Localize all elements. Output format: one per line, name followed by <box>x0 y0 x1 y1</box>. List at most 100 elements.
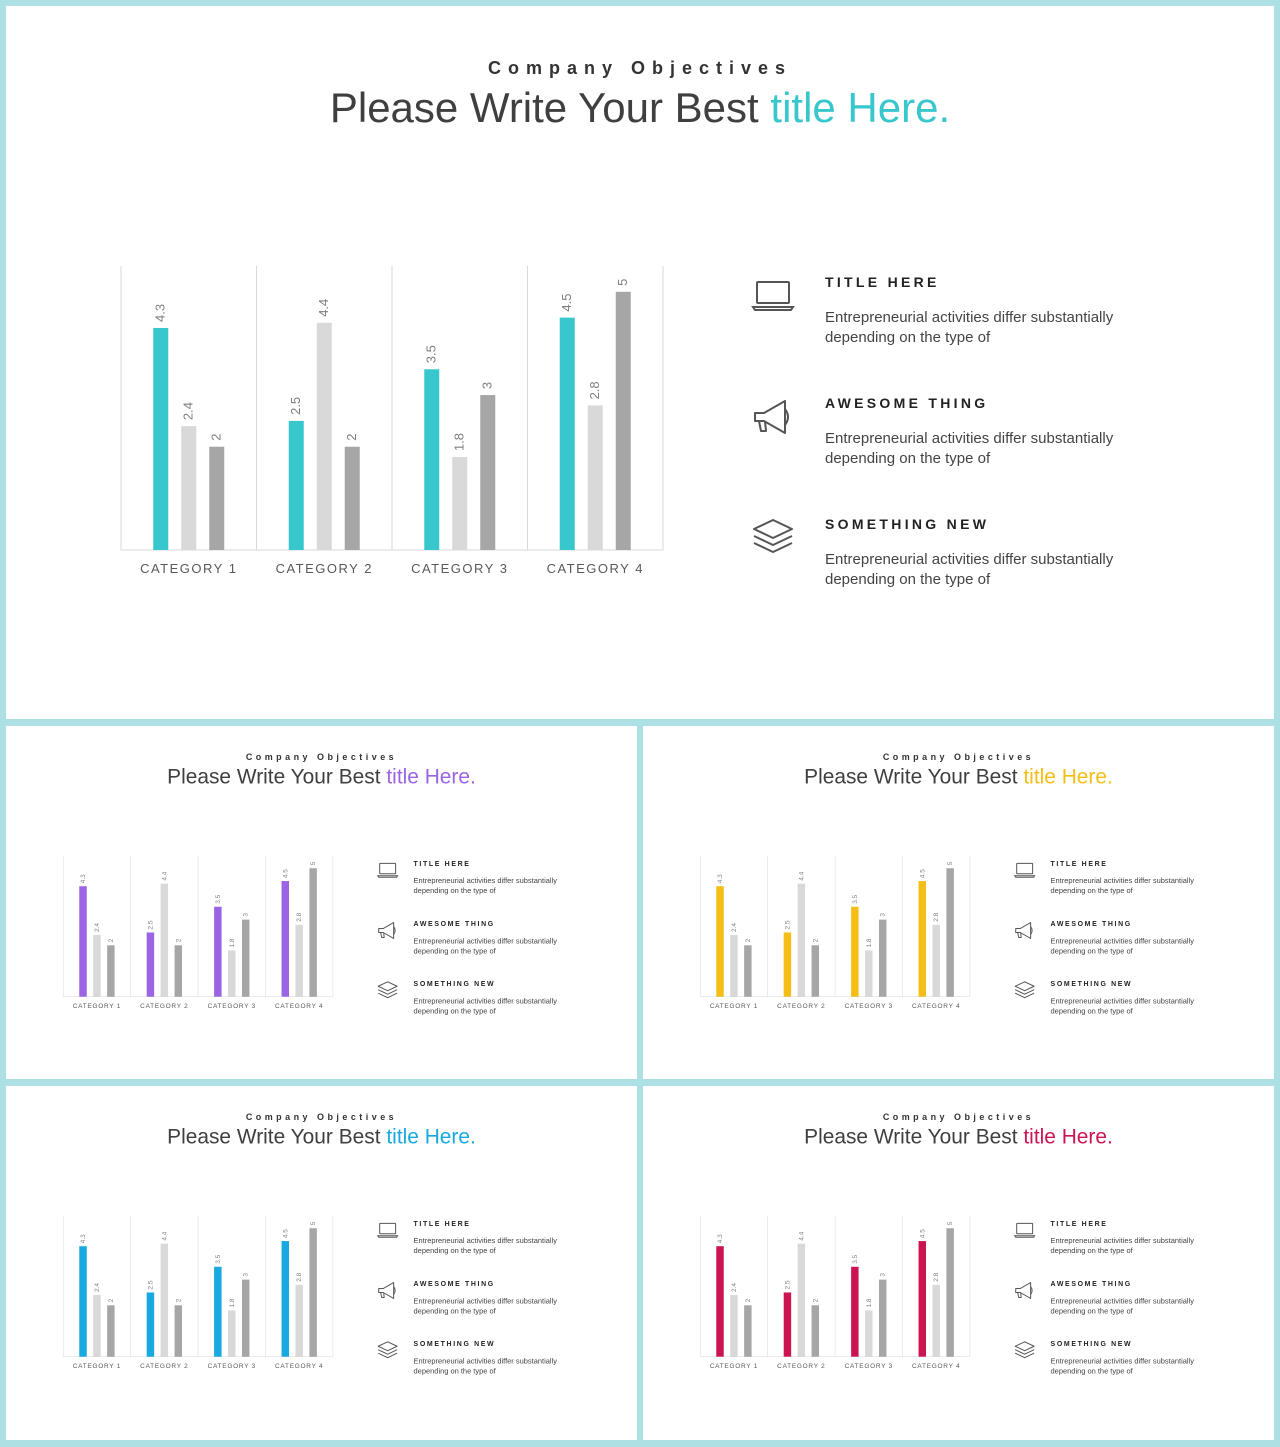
category-label: CATEGORY 4 <box>547 561 644 576</box>
data-label: 3 <box>480 382 495 389</box>
bar-4-series-2 <box>295 924 303 997</box>
bar-chart: 4.3 2.4 2 CATEGORY 1 2.5 4.4 2 CATEGORY 2 3.5 1.8… <box>106 256 666 586</box>
bar-2-series-3 <box>174 945 183 997</box>
slide-thumbnail-blue[interactable]: Company Objectives Please Write Your Bes… <box>6 1086 637 1440</box>
info-text: Entrepreneurial activities differ substa… <box>1050 997 1194 1016</box>
category-label: CATEGORY 1 <box>73 1363 121 1370</box>
bar-2-series-3 <box>811 1305 820 1357</box>
slide-content: Company Objectives Please Write Your Bes… <box>643 1086 1274 1440</box>
bar-4-series-2 <box>932 924 940 997</box>
category-label: CATEGORY 1 <box>710 1003 758 1010</box>
category-label: CATEGORY 1 <box>710 1363 758 1370</box>
layers-icon <box>377 980 399 1002</box>
laptop-icon <box>376 859 399 881</box>
data-label: 2.5 <box>784 1280 791 1289</box>
bar-chart: 4.3 2.4 2 CATEGORY 1 2.5 4.4 2 CATEGORY 2 3.5 1.8… <box>56 1210 335 1374</box>
data-label: 1.8 <box>866 938 873 947</box>
bar-3-series-3 <box>878 919 887 997</box>
data-label: 2.5 <box>147 920 154 929</box>
data-label: 1.8 <box>229 1298 236 1307</box>
data-label: 2 <box>812 1298 819 1302</box>
bar-4-series-2 <box>587 405 603 550</box>
slide-title: Please Write Your Best title Here. <box>643 1125 1274 1149</box>
bar-2-series-1 <box>288 420 304 550</box>
bar-4-series-1 <box>918 881 927 997</box>
data-label: 2.4 <box>94 923 101 932</box>
info-item: SOMETHING NEW Entrepreneurial activities… <box>1014 976 1243 1036</box>
slide-thumbnail-yellow[interactable]: Company Objectives Please Write Your Bes… <box>643 726 1274 1079</box>
data-label: 2.4 <box>94 1283 101 1292</box>
info-text: Entrepreneurial activities differ substa… <box>1050 1236 1194 1256</box>
data-label: 3.5 <box>215 1254 222 1263</box>
data-label: 1.8 <box>866 1298 873 1307</box>
data-label: 2 <box>745 1298 752 1302</box>
data-label: 2.8 <box>296 912 303 921</box>
data-label: 2.4 <box>181 402 196 420</box>
data-label: 2 <box>175 938 182 942</box>
category-label: CATEGORY 3 <box>845 1363 893 1370</box>
data-label: 4.5 <box>919 1229 926 1238</box>
bar-chart-svg: 4.3 2.4 2 CATEGORY 1 2.5 4.4 2 CATEGORY 2 3.5 1.8… <box>699 855 971 1010</box>
info-item: TITLE HERE Entrepreneurial activities di… <box>376 855 606 915</box>
data-label: 4.4 <box>798 871 805 880</box>
data-label: 5 <box>947 861 954 865</box>
title-main: Please Write Your Best <box>804 764 1018 789</box>
info-text: Entrepreneurial activities differ substa… <box>1050 876 1194 896</box>
slide-subtitle: Company Objectives <box>882 1111 1035 1122</box>
slide-content: Company Objectives Please Write Your Bes… <box>6 6 1274 719</box>
bar-1-series-1 <box>716 886 724 997</box>
slide-thumbnail-purple[interactable]: Company Objectives Please Write Your Bes… <box>6 726 637 1079</box>
category-label: CATEGORY 3 <box>411 561 508 576</box>
category-label: CATEGORY 4 <box>275 1003 323 1010</box>
data-label: 4.3 <box>153 304 168 322</box>
data-label: 2 <box>175 1298 182 1302</box>
bar-1-series-1 <box>153 327 169 550</box>
bar-4-series-3 <box>309 1228 317 1357</box>
data-label: 4.5 <box>282 869 289 878</box>
bar-3-series-3 <box>480 395 496 550</box>
megaphone-icon <box>377 920 399 942</box>
data-label: 2.8 <box>296 1272 303 1281</box>
bar-1-series-3 <box>744 1305 752 1357</box>
info-text: Entrepreneurial activities differ substa… <box>825 309 1114 346</box>
data-label: 3 <box>880 913 887 917</box>
info-text: Entrepreneurial activities differ substa… <box>825 430 1114 467</box>
bar-2-series-2 <box>160 883 169 997</box>
info-heading: SOMETHING NEW <box>413 979 496 988</box>
category-label: CATEGORY 1 <box>140 561 237 576</box>
bar-4-series-1 <box>559 317 575 550</box>
data-label: 4.4 <box>161 1231 168 1240</box>
bar-chart: 4.3 2.4 2 CATEGORY 1 2.5 4.4 2 CATEGORY 2 3.5 1.8… <box>56 850 335 1014</box>
data-label: 2.4 <box>731 1283 738 1292</box>
title-accent: title Here. <box>1023 1124 1113 1149</box>
bar-2-series-1 <box>783 1292 792 1357</box>
bar-4-series-1 <box>281 881 290 997</box>
category-label: CATEGORY 2 <box>140 1003 188 1010</box>
bar-4-series-3 <box>946 868 954 997</box>
bar-2-series-3 <box>811 945 820 997</box>
laptop-icon <box>376 1219 399 1241</box>
data-label: 5 <box>310 861 317 865</box>
data-label: 4.5 <box>282 1229 289 1238</box>
info-heading: TITLE HERE <box>1050 1219 1108 1228</box>
category-label: CATEGORY 2 <box>276 561 373 576</box>
info-item: SOMETHING NEW Entrepreneurial activities… <box>751 508 1211 629</box>
info-heading: AWESOME THING <box>1050 1279 1132 1288</box>
info-text: Entrepreneurial activities differ substa… <box>1050 936 1194 956</box>
info-item: TITLE HERE Entrepreneurial activities di… <box>751 266 1211 387</box>
bar-4-series-2 <box>295 1284 303 1357</box>
bar-3-series-2 <box>228 950 236 997</box>
bar-3-series-2 <box>228 1310 236 1357</box>
bar-3-series-2 <box>452 457 468 550</box>
data-label: 3 <box>243 1273 250 1277</box>
slide-content: Company Objectives Please Write Your Bes… <box>6 726 637 1079</box>
data-label: 1.8 <box>229 938 236 947</box>
data-label: 5 <box>310 1221 317 1225</box>
info-item: AWESOME THING Entrepreneurial activities… <box>1014 916 1243 976</box>
slide-thumbnail-magenta[interactable]: Company Objectives Please Write Your Bes… <box>643 1086 1274 1440</box>
slide-title: Please Write Your Best title Here. <box>6 765 637 789</box>
slide-subtitle: Company Objectives <box>245 751 398 762</box>
bar-3-series-3 <box>241 1279 250 1357</box>
bar-1-series-2 <box>730 1295 738 1357</box>
info-heading: AWESOME THING <box>1050 919 1132 928</box>
